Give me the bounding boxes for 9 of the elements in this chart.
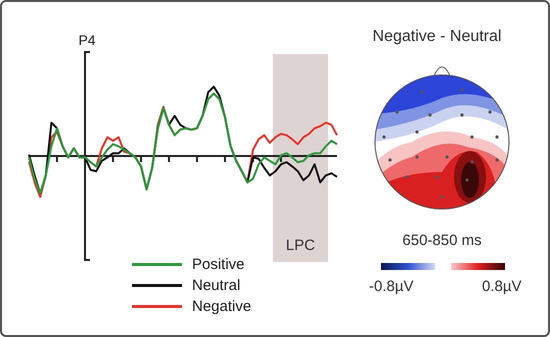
text: LPC	[284, 237, 316, 254]
text: Negative - Neutral	[372, 28, 502, 46]
legend-label: Neutral	[192, 277, 240, 294]
text: P4	[78, 32, 96, 48]
legend-label: Negative	[192, 298, 252, 315]
text: 0.8µV	[482, 278, 522, 295]
text: 650-850 ms	[401, 232, 483, 249]
legend-label: Positive	[192, 256, 245, 273]
text: -0.8µV	[369, 278, 414, 295]
